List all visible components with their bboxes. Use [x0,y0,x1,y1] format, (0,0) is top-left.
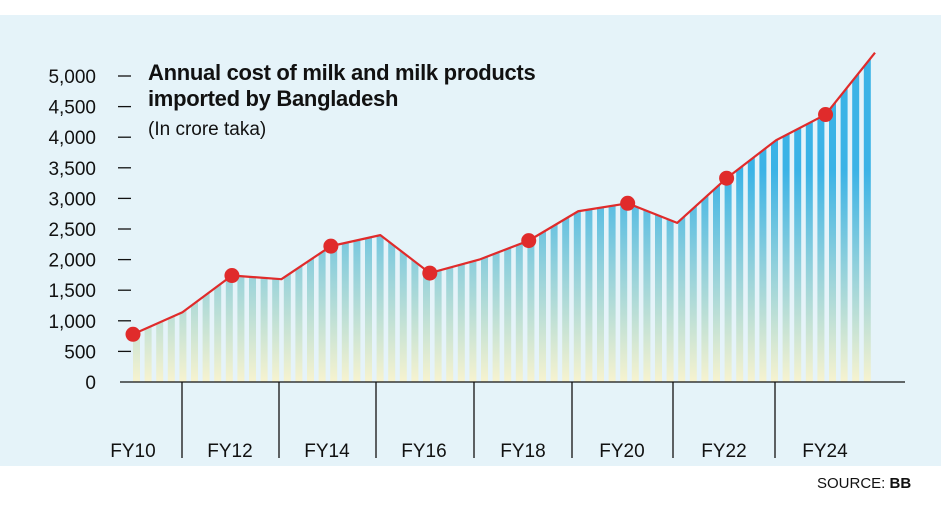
x-tick-label: FY18 [500,441,545,462]
area-stripe [724,56,732,382]
area-stripe [701,56,709,382]
area-stripe [736,56,744,382]
y-tick-label: 4,000 [48,128,96,149]
y-tick-label: 1,000 [48,312,96,333]
data-point-marker [323,238,339,254]
data-point-marker [422,265,438,281]
area-stripe [631,56,639,382]
chart-title-line-1: Annual cost of milk and milk products [148,60,536,85]
data-point-marker [818,107,834,123]
data-point-marker [125,326,141,342]
area-stripe [863,56,871,382]
chart-title-block: Annual cost of milk and milk products im… [148,60,668,144]
x-tick-label: FY20 [599,441,644,462]
series-line [132,52,876,336]
y-axis-ticks: 5,000 4,500 4,000 3,500 3,000 2,500 2,000 1,500… [48,67,131,394]
x-tick-label: FY10 [110,441,155,462]
chart-title-line-2: imported by Bangladesh [148,86,399,111]
y-tick-label: 0 [85,373,96,394]
area-stripe [817,56,825,382]
y-tick-label: 3,000 [48,189,96,210]
area-stripe [713,56,720,382]
x-tick-label: FY14 [304,441,350,462]
y-tick-label: 2,000 [48,251,96,272]
y-tick-label: 500 [64,342,96,363]
area-stripe [759,56,767,382]
area-stripe [852,56,860,382]
area-stripe [597,56,604,382]
area-stripe [747,56,755,382]
series-polyline [132,52,876,336]
area-stripe [829,56,836,382]
x-tick-label: FY12 [207,441,252,462]
area-stripe [620,56,628,382]
series-markers [125,107,834,342]
data-point-marker [224,268,240,284]
area-stripe [643,56,651,382]
x-tick-label: FY22 [701,441,746,462]
area-stripe [805,56,813,382]
source-value: BB [889,475,912,492]
y-tick-label: 1,500 [48,281,96,302]
data-point-marker [719,170,735,186]
source-label: SOURCE: [817,475,886,492]
area-stripe [608,56,616,382]
area-stripe [655,56,662,382]
chart-subtitle: (In crore taka) [148,119,267,140]
area-stripe [585,56,593,382]
y-tick-label: 2,500 [48,220,96,241]
area-stripe [840,56,848,382]
x-tick-label: FY16 [401,441,446,462]
data-point-marker [521,233,537,249]
y-tick-label: 3,500 [48,159,96,180]
data-point-marker [620,195,636,211]
y-tick-label: 4,500 [48,98,96,119]
area-stripe [782,56,790,382]
area-stripe [573,56,581,382]
y-tick-label: 5,000 [48,67,96,88]
x-axis-ticks: FY10 FY12 FY14 FY16 FY18 FY20 FY22 FY24 [110,382,848,462]
x-tick-label: FY24 [802,441,848,462]
area-stripe [794,56,802,382]
area-stripe [771,56,778,382]
source-note: SOURCE: BB [817,475,911,492]
area-stripe [689,56,697,382]
